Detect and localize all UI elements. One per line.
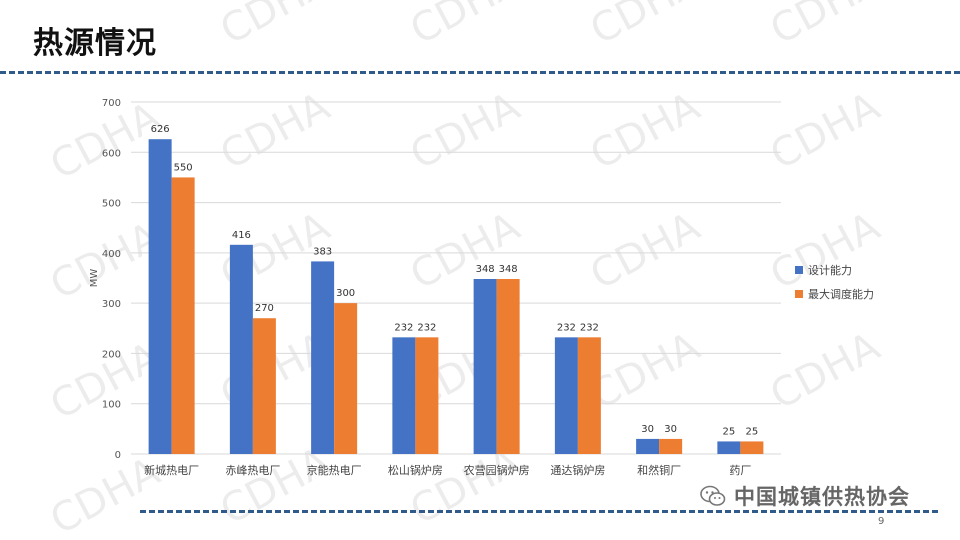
bar-design-capacity bbox=[554, 337, 578, 454]
wechat-icon bbox=[700, 485, 726, 506]
data-label: 626 bbox=[151, 124, 170, 135]
watermark-text: CDHA bbox=[763, 0, 888, 54]
chart-bars bbox=[148, 139, 764, 454]
y-tick-label: 600 bbox=[102, 148, 121, 159]
logo-text: 中国城镇供热协会 bbox=[734, 485, 910, 509]
page-number: 9 bbox=[878, 516, 885, 527]
x-axis-categories: 新城热电厂 赤峰热电厂 京能热电厂 松山锅炉房 农营园锅炉房 通达锅炉房 和然铜厂 药厂 bbox=[144, 463, 751, 477]
data-label: 348 bbox=[476, 264, 495, 275]
bar-max-dispatch-capacity bbox=[252, 318, 276, 454]
bar-max-dispatch-capacity bbox=[334, 303, 358, 454]
title-divider bbox=[0, 71, 960, 74]
data-label: 348 bbox=[499, 264, 518, 275]
bar-max-dispatch-capacity bbox=[740, 441, 764, 454]
bar-max-dispatch-capacity bbox=[496, 279, 520, 454]
bar-max-dispatch-capacity bbox=[415, 337, 439, 454]
bar-design-capacity bbox=[392, 337, 416, 454]
bar-design-capacity bbox=[636, 438, 660, 454]
data-label: 550 bbox=[174, 162, 193, 173]
association-logo: 中国城镇供热协会 bbox=[700, 482, 910, 510]
y-axis-ticks: 0 100 200 300 400 500 600 700 bbox=[102, 98, 121, 461]
legend-label: 最大调度能力 bbox=[808, 287, 874, 301]
page-title: 热源情况 bbox=[33, 26, 157, 61]
bar-max-dispatch-capacity bbox=[171, 177, 195, 454]
watermark-text: CDHA bbox=[403, 0, 528, 54]
data-label: 416 bbox=[232, 230, 251, 241]
watermark-text: CDHA bbox=[583, 0, 708, 54]
watermark-text: CDHA bbox=[213, 83, 338, 178]
data-label: 300 bbox=[336, 288, 355, 299]
x-category-label: 京能热电厂 bbox=[307, 463, 362, 477]
watermark-text: CDHA bbox=[763, 323, 888, 418]
bar-max-dispatch-capacity bbox=[659, 438, 683, 454]
x-category-label: 松山锅炉房 bbox=[388, 463, 443, 477]
data-label: 383 bbox=[313, 246, 332, 257]
data-label: 25 bbox=[746, 426, 759, 437]
x-category-label: 通达锅炉房 bbox=[550, 464, 605, 477]
y-tick-label: 200 bbox=[102, 349, 121, 360]
watermark-text: CDHA bbox=[213, 0, 338, 54]
y-tick-label: 100 bbox=[102, 400, 121, 411]
bar-design-capacity bbox=[473, 279, 497, 454]
bar-design-capacity bbox=[311, 261, 335, 454]
legend-swatch bbox=[795, 290, 803, 298]
data-label: 232 bbox=[580, 322, 599, 333]
x-category-label: 药厂 bbox=[729, 464, 751, 477]
bar-max-dispatch-capacity bbox=[577, 337, 601, 454]
data-label: 270 bbox=[255, 303, 274, 314]
y-tick-label: 700 bbox=[102, 98, 121, 109]
x-category-label: 新城热电厂 bbox=[144, 463, 199, 477]
footer-divider bbox=[140, 510, 938, 513]
data-label: 232 bbox=[557, 322, 576, 333]
y-tick-label: 0 bbox=[115, 450, 121, 461]
x-category-label: 赤峰热电厂 bbox=[225, 464, 280, 477]
y-tick-label: 300 bbox=[102, 299, 121, 310]
watermark-text: CDHA bbox=[43, 448, 168, 540]
watermark-text: CDHA bbox=[583, 323, 708, 418]
watermark-text: CDHA bbox=[763, 203, 888, 298]
legend-swatch bbox=[795, 266, 803, 274]
y-tick-label: 500 bbox=[102, 199, 121, 210]
watermark-text: CDHA bbox=[583, 203, 708, 298]
bar-design-capacity bbox=[148, 139, 172, 454]
chart-value-labels: 626 550 416 270 383 300 232 232 348 348 232 232 30 30… bbox=[151, 124, 759, 437]
watermark-text: CDHA bbox=[763, 83, 888, 178]
data-label: 30 bbox=[664, 424, 677, 435]
watermark-text: CDHA bbox=[583, 83, 708, 178]
bar-design-capacity bbox=[229, 244, 253, 454]
data-label: 232 bbox=[417, 322, 436, 333]
x-category-label: 和然铜厂 bbox=[637, 463, 681, 477]
data-label: 232 bbox=[394, 322, 413, 333]
data-label: 30 bbox=[641, 424, 654, 435]
y-axis-label: MW bbox=[89, 269, 100, 288]
x-category-label: 农营园锅炉房 bbox=[464, 463, 530, 477]
watermark-text: CDHA bbox=[403, 83, 528, 178]
y-tick-label: 400 bbox=[102, 249, 121, 260]
bar-design-capacity bbox=[717, 441, 741, 454]
legend-label: 设计能力 bbox=[808, 263, 852, 277]
data-label: 25 bbox=[723, 426, 736, 437]
